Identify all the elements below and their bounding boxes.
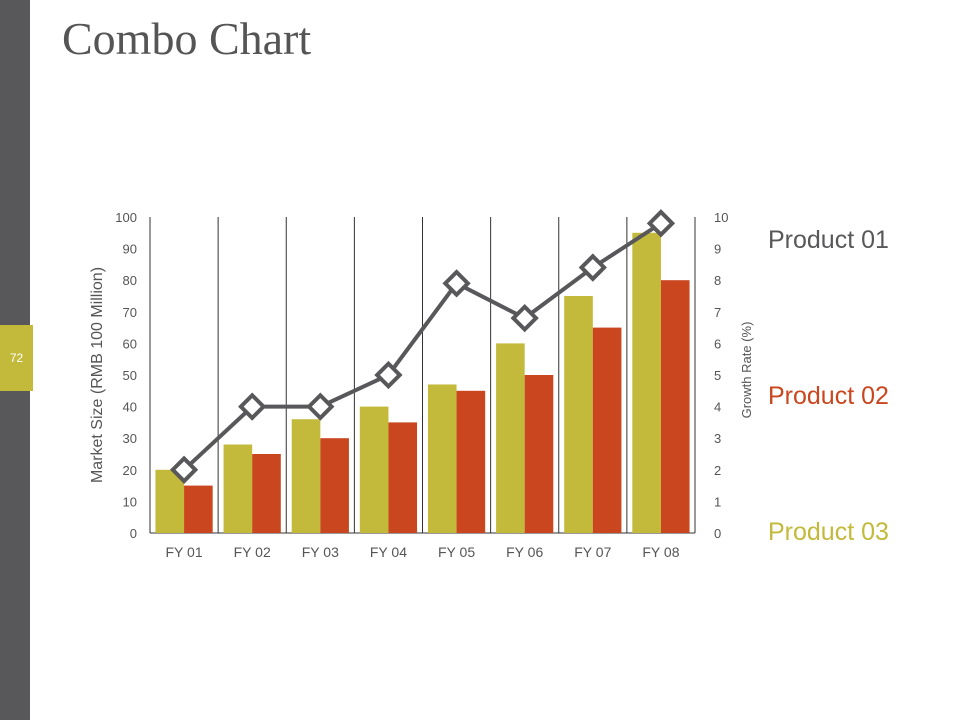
bar-product-02 — [252, 454, 281, 533]
legend-product-01: Product 01 — [768, 226, 889, 254]
y2-tick-label: 7 — [714, 305, 721, 320]
bar-product-03 — [564, 296, 593, 533]
bar-product-03 — [427, 384, 457, 533]
y2-tick-label: 1 — [714, 494, 721, 509]
marker-product-01 — [510, 303, 539, 333]
legend-product-02: Product 02 — [768, 382, 889, 410]
page-number: 72 — [0, 325, 33, 391]
marker-product-01 — [646, 209, 676, 238]
y-tick-label: 20 — [123, 463, 137, 478]
y-tick-label: 90 — [123, 242, 137, 257]
legend-product-03: Product 03 — [768, 518, 889, 546]
bar-product-03 — [632, 232, 661, 534]
bar-product-03 — [155, 469, 185, 533]
x-tick-label: FY 01 — [166, 544, 203, 560]
page-title: Combo Chart — [62, 13, 312, 64]
y-tick-label: 10 — [123, 494, 137, 509]
bar-product-03 — [359, 406, 389, 533]
y-tick-label: 70 — [123, 305, 137, 320]
y2-tick-label: 4 — [714, 400, 721, 415]
y2-tick-label: 6 — [714, 336, 721, 351]
y-tick-label: 0 — [130, 526, 137, 541]
x-tick-label: FY 07 — [574, 544, 611, 560]
bar-product-02 — [660, 280, 690, 533]
y-axis-title: Market Size (RMB 100 Million) — [89, 267, 106, 483]
bar-product-02 — [320, 438, 349, 533]
y2-tick-label: 0 — [714, 526, 721, 541]
y-tick-label: 40 — [123, 400, 137, 415]
bar-product-02 — [388, 422, 418, 533]
x-tick-label: FY 04 — [370, 544, 407, 560]
bar-product-02 — [592, 327, 622, 533]
marker-product-01 — [374, 360, 403, 390]
y2-tick-label: 10 — [714, 210, 728, 225]
marker-product-01 — [306, 392, 335, 421]
marker-product-01 — [169, 455, 199, 484]
marker-product-01 — [442, 269, 471, 298]
y2-tick-label: 3 — [714, 431, 721, 446]
x-tick-label: FY 06 — [506, 544, 543, 560]
y-tick-label: 100 — [115, 210, 137, 225]
bar-product-02 — [524, 375, 554, 533]
bar-product-02 — [456, 390, 486, 533]
marker-product-01 — [238, 392, 267, 421]
x-tick-label: FY 03 — [302, 544, 339, 560]
x-tick-label: FY 05 — [438, 544, 475, 560]
y-tick-label: 60 — [123, 336, 137, 351]
y-tick-label: 50 — [123, 368, 137, 383]
y-tick-label: 30 — [123, 431, 137, 446]
y-tick-label: 80 — [123, 273, 137, 288]
bar-product-03 — [223, 444, 253, 533]
y2-tick-label: 8 — [714, 273, 721, 288]
x-tick-label: FY 02 — [234, 544, 271, 560]
y2-tick-label: 5 — [714, 368, 721, 383]
marker-product-01 — [578, 253, 607, 282]
x-tick-label: FY 08 — [642, 544, 679, 560]
y2-tick-label: 2 — [714, 463, 721, 478]
bar-product-03 — [496, 343, 525, 533]
y2-axis-title: Growth Rate (%) — [739, 322, 754, 419]
bar-product-02 — [184, 485, 213, 533]
bar-product-03 — [291, 419, 321, 533]
y2-tick-label: 9 — [714, 242, 721, 257]
